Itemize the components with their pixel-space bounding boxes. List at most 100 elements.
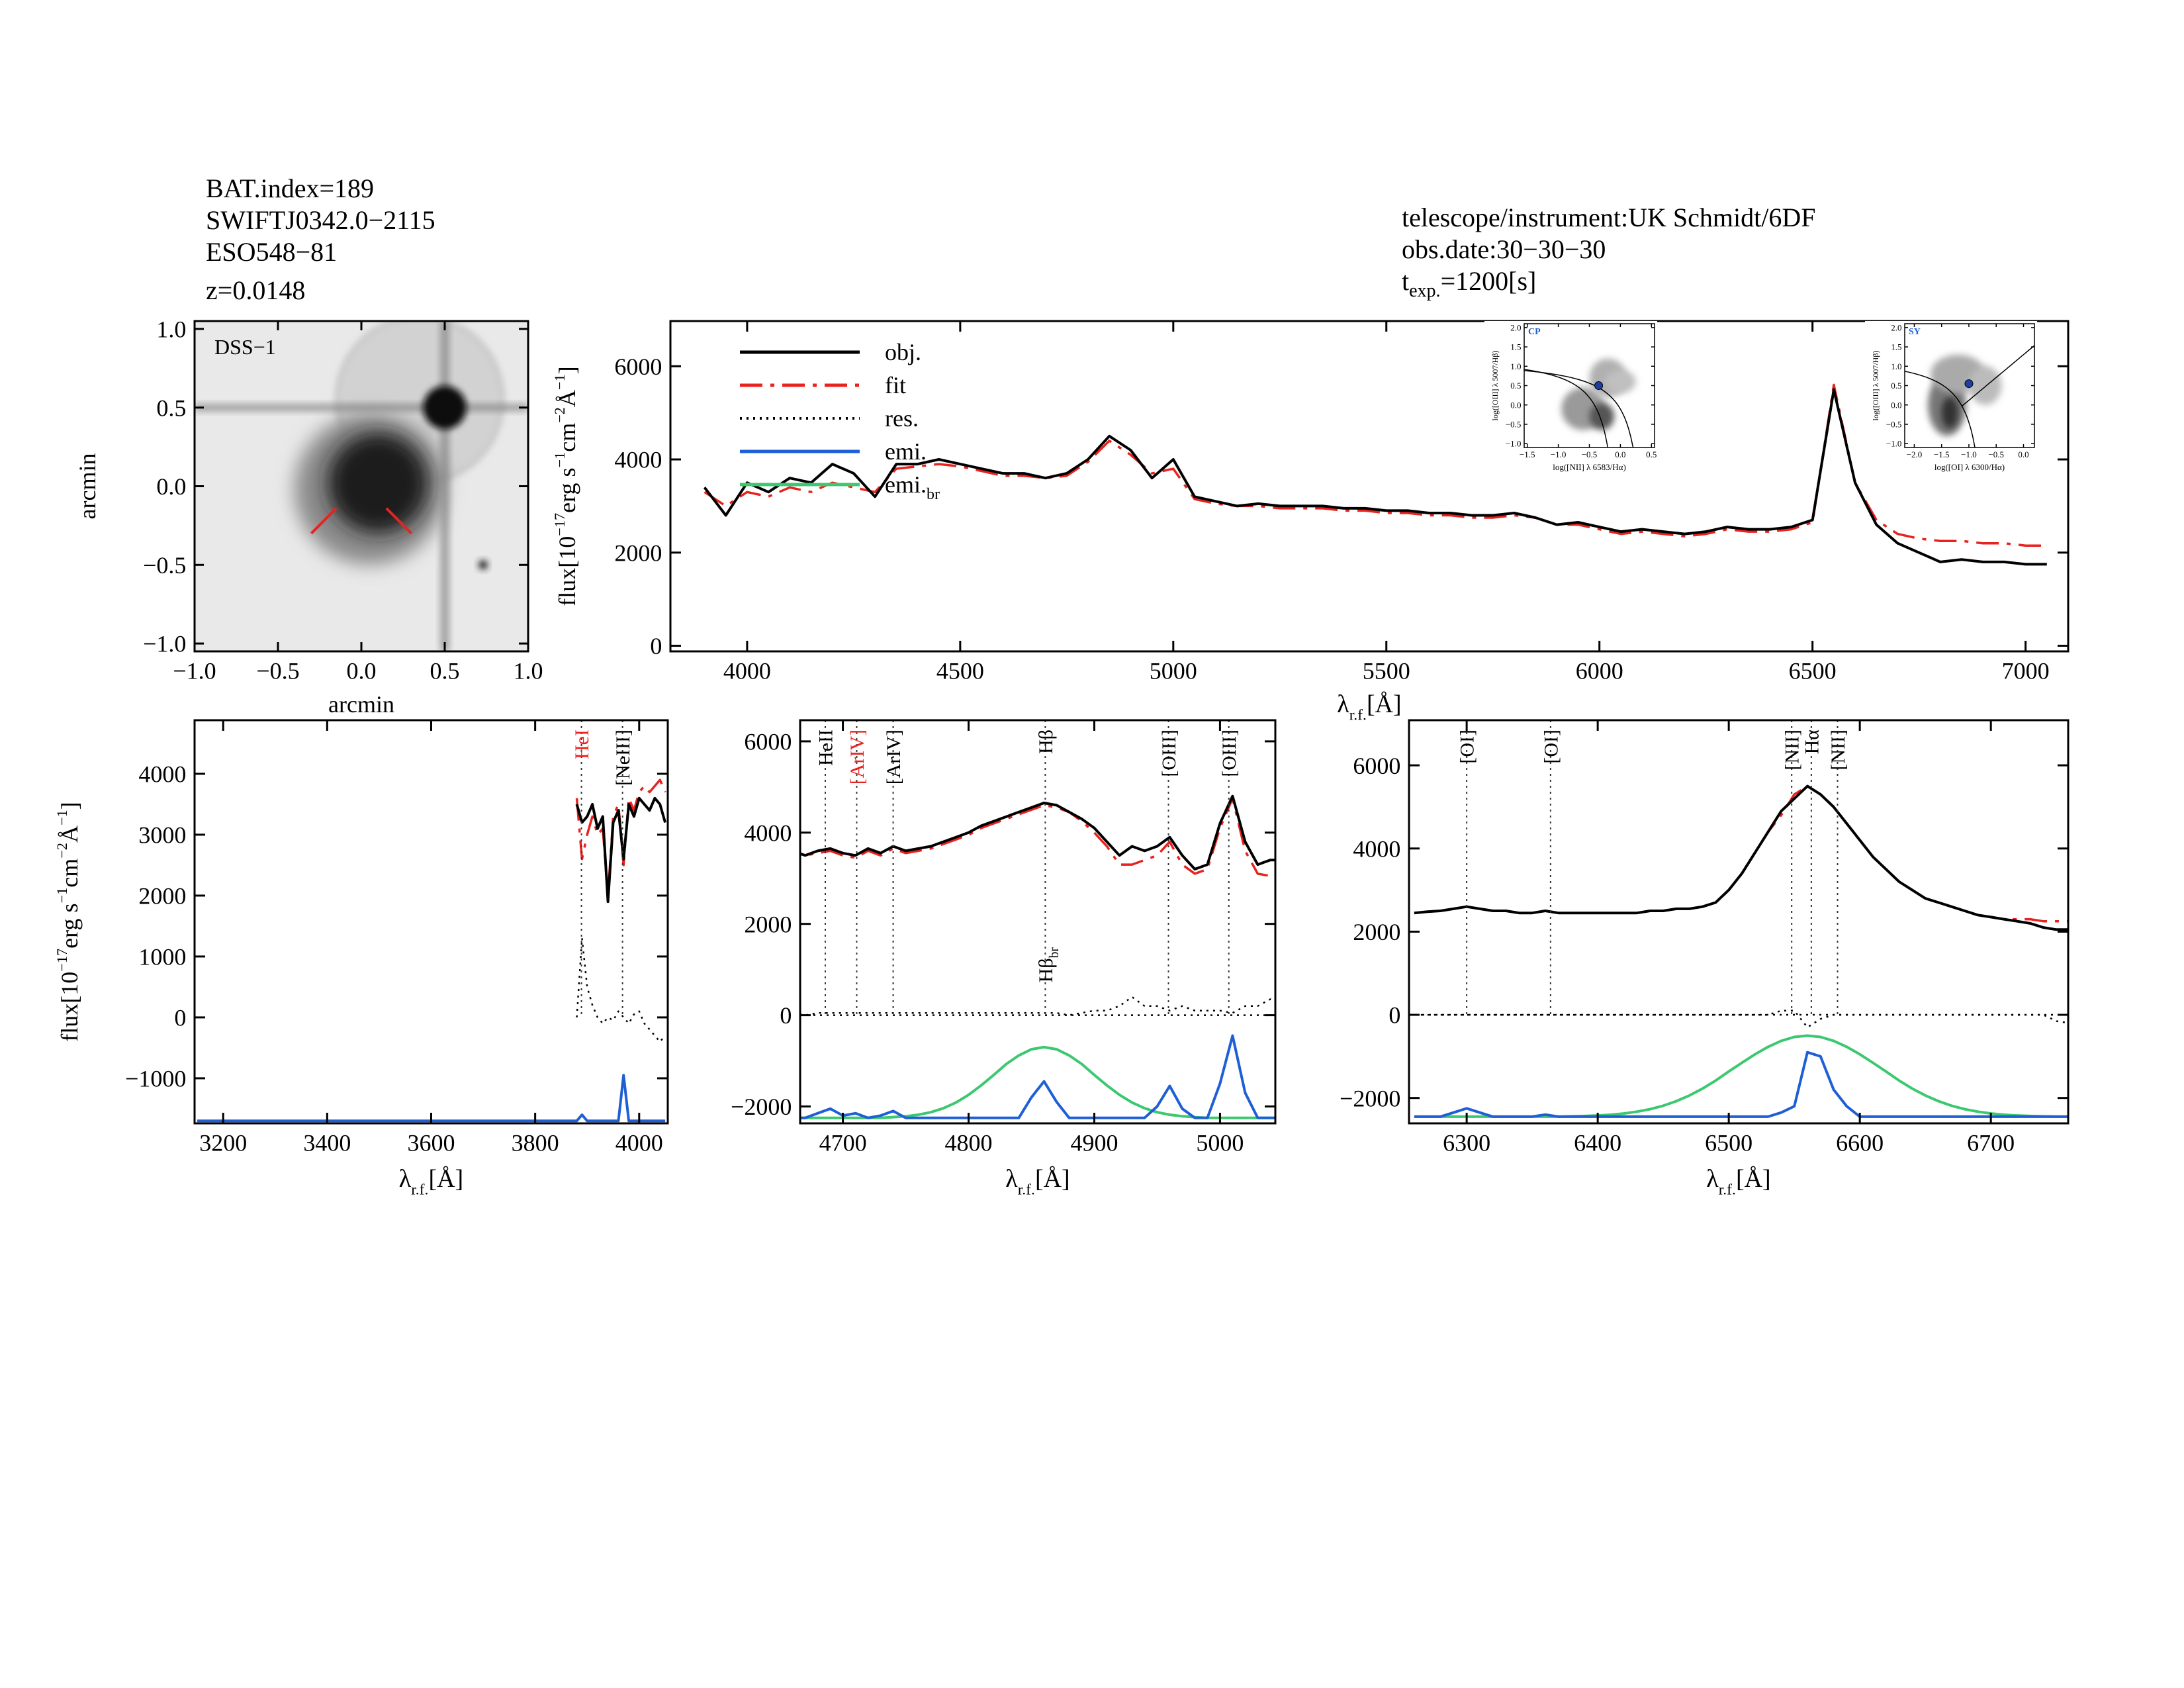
y-tick-label: −2000 (1340, 1085, 1400, 1111)
slit-marker (310, 507, 338, 535)
spectrum-line (1414, 1009, 2068, 1029)
axis-label: arcmin (74, 453, 101, 520)
axis-label: λr.f.[Å] (399, 1165, 463, 1198)
x-tick-label: −0.5 (1582, 449, 1598, 459)
y-tick-label: −1.0 (1886, 439, 1902, 449)
x-tick-label: 5500 (1363, 657, 1410, 684)
density-blob (1941, 397, 1958, 428)
y-tick-label: −1.0 (1506, 439, 1522, 449)
demarcation (1524, 369, 1608, 447)
line-label-text: HeI (571, 729, 593, 759)
x-tick-label: 0.0 (2018, 449, 2028, 459)
spectrum-line (800, 996, 1275, 1016)
label-part: −17 (54, 949, 70, 972)
label-part: Å (554, 390, 580, 407)
y-tick-label: 1.0 (156, 316, 186, 342)
plot-frame (1524, 323, 1655, 448)
label-part: cm (56, 859, 83, 888)
x-tick-label: −1.0 (1551, 449, 1567, 459)
y-tick-label: 2000 (614, 539, 662, 566)
line-label: Hβ (1035, 729, 1057, 754)
density-blob (1604, 370, 1636, 394)
line-label-sub: br (1048, 947, 1062, 959)
spectrum-line (800, 797, 1275, 878)
x-tick-label: 1.0 (514, 657, 543, 684)
y-tick-label: 2.0 (1510, 322, 1521, 332)
y-tick-label: 6000 (614, 353, 662, 380)
spectrum-line (1414, 1051, 2068, 1118)
legend-text: obj. (885, 339, 921, 365)
y-tick-label: 0.0 (156, 473, 186, 500)
label-part: erg s (56, 904, 83, 949)
y-tick-label: 1.5 (1510, 342, 1521, 352)
axis-label: flux[10−17erg s−1cm−2Å−1] (54, 802, 83, 1041)
label-part: −2 (551, 407, 568, 423)
x-tick-label: 6600 (1836, 1129, 1884, 1156)
spike (195, 403, 528, 412)
line-label: [ArIV] (883, 729, 905, 784)
x-tick-label: 0.0 (347, 657, 377, 684)
plot-frame (669, 320, 2070, 653)
legend-text: res. (885, 405, 919, 432)
line-label-text: [OIII] (1158, 729, 1180, 777)
x-tick-label: 6500 (1789, 657, 1837, 684)
star (423, 385, 467, 430)
y-tick-label: −1000 (125, 1066, 186, 1092)
label-part: flux[10 (56, 972, 83, 1042)
panel: 4000 4500 5000 5500 6000 6500 7000 0 2000 4000 600… (551, 320, 2070, 724)
axis-label: arcmin (328, 691, 394, 718)
inset-tag: CP (1528, 327, 1541, 337)
y-tick-label: 4000 (744, 820, 792, 846)
line-label-text: [OI] (1540, 729, 1562, 764)
label-part: λ (1706, 1165, 1719, 1193)
x-tick-label: −2.0 (1907, 449, 1923, 459)
exposure: texp.=1200[s] (1402, 266, 1536, 301)
header-line: obs.date:30−30−30 (1402, 234, 1606, 264)
x-tick-label: −1.5 (1520, 449, 1535, 459)
x-tick-label: 4700 (819, 1129, 867, 1156)
line-label-text: HeII (815, 729, 837, 766)
y-tick-label: 2000 (1353, 919, 1400, 945)
inset-tag: SY (1909, 327, 1921, 337)
line-label: [OI] (1457, 729, 1479, 764)
x-tick-label: 4500 (936, 657, 984, 684)
spectrum-line (1414, 784, 2068, 931)
label-part: [Å] (1367, 690, 1402, 718)
legend-text: emi. (885, 471, 927, 498)
x-tick-label: 6700 (1967, 1129, 2015, 1156)
x-tick-label: 3600 (408, 1129, 455, 1156)
spectrum-line (575, 796, 667, 904)
x-tick-label: −0.5 (256, 657, 299, 684)
x-tick-label: 5000 (1150, 657, 1197, 684)
y-tick-label: 1.5 (1891, 342, 1901, 352)
line-label: [OI] (1540, 729, 1562, 764)
y-tick-label: 0.0 (1510, 400, 1521, 410)
x-tick-label: 7000 (2002, 657, 2050, 684)
spot (478, 560, 488, 570)
header-line: telescope/instrument:UK Schmidt/6DF (1402, 203, 1816, 232)
label-part: λ (399, 1165, 412, 1193)
line-label-text: Hβ (1035, 958, 1057, 982)
y-tick-label: −1.0 (143, 631, 186, 657)
line-label: [NII] (1827, 729, 1849, 771)
label-part: [Å] (1035, 1165, 1070, 1193)
panel: −1.0 −0.5 0.0 0.5 1.0 −1.0 −0.5 0.0 0.5 1.0 DSS−1 a… (74, 316, 543, 718)
label-part: cm (554, 423, 580, 452)
header-line: SWIFTJ0342.0−2115 (206, 205, 435, 235)
exposure-rest: =1200[s] (1441, 266, 1537, 296)
y-tick-label: 6000 (1353, 753, 1400, 779)
x-tick-label: 6500 (1705, 1129, 1752, 1156)
x-tick-label: 6000 (1576, 657, 1623, 684)
exposure-sub: exp. (1409, 281, 1440, 301)
label-part: ] (56, 802, 83, 810)
y-tick-label: 0 (1388, 1002, 1400, 1029)
y-tick-label: 1.0 (1891, 361, 1901, 371)
x-tick-label: 6300 (1443, 1129, 1490, 1156)
y-tick-label: 0 (174, 1005, 186, 1031)
panel: −2.0 −1.5 −1.0 −0.5 0.0 −1.0 −0.5 0.0 0.5 1.0 1.5 2… (1865, 321, 2037, 483)
y-tick-label: 1000 (138, 944, 186, 970)
line-label: [ArIV] (846, 729, 868, 784)
